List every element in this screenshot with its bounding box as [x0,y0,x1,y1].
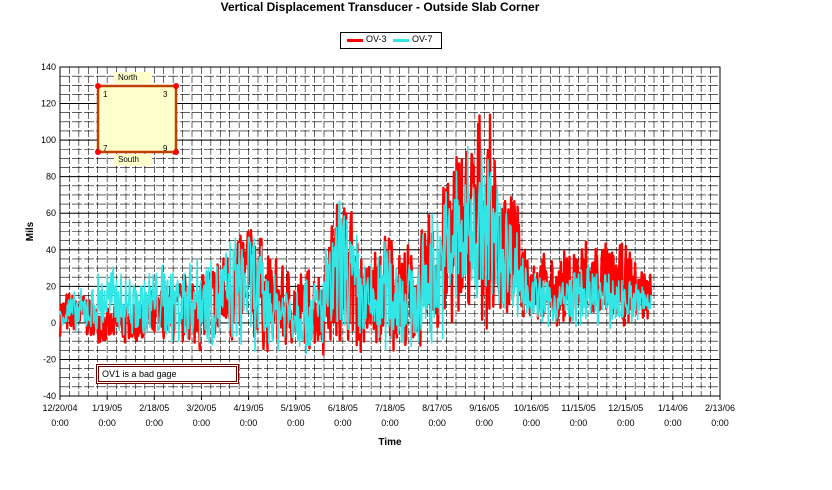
x-tick-label-date: 6/18/05 [328,403,358,413]
x-tick-label-time: 0:00 [98,418,116,428]
x-tick-label-time: 0:00 [428,418,446,428]
x-tick-label-date: 7/18/05 [375,403,405,413]
y-tick-label: 60 [46,208,56,218]
y-tick-label: -20 [43,354,56,364]
x-tick-label-time: 0:00 [381,418,399,428]
x-tick-label-time: 0:00 [334,418,352,428]
legend-swatch-ov7 [393,39,409,42]
x-tick-label-date: 3/20/05 [186,403,216,413]
series-line-ov-7 [59,145,652,355]
corner-label: 7 [103,144,108,153]
x-tick-label-time: 0:00 [711,418,729,428]
y-tick-label: -40 [43,391,56,401]
corner-label: 3 [163,90,168,99]
x-tick-label-time: 0:00 [193,418,211,428]
chart-title: Vertical Displacement Transducer - Outsi… [220,0,540,14]
x-tick-label-time: 0:00 [240,418,258,428]
corner-gage-dot [95,149,101,155]
legend-label-ov3: OV-3 [366,34,387,44]
x-tick-label-date: 1/19/05 [92,403,122,413]
annotation-box: OV1 is a bad gage [96,364,239,384]
north-label-bg [114,72,152,84]
x-tick-label-date: 2/13/06 [705,403,735,413]
y-tick-label: 140 [41,62,56,72]
x-tick-label-date: 4/19/05 [234,403,264,413]
x-tick-label-time: 0:00 [617,418,635,428]
corner-label: 1 [103,90,108,99]
x-tick-label-time: 0:00 [51,418,69,428]
x-tick-label-time: 0:00 [287,418,305,428]
annotation-text: OV1 is a bad gage [102,369,177,379]
y-tick-label: 80 [46,172,56,182]
x-tick-label-date: 11/15/05 [561,403,595,413]
x-axis-title: Time [378,437,402,448]
y-tick-label: 120 [41,99,56,109]
corner-gage-dot [173,83,179,89]
north-label: North [118,73,138,82]
x-tick-label-date: 2/18/05 [139,403,169,413]
corner-gage-dot [173,149,179,155]
south-label-bg [114,154,152,166]
y-tick-label: 0 [51,318,56,328]
legend: OV-3 OV-7 [340,32,442,49]
south-label: South [118,155,139,164]
x-tick-label-time: 0:00 [570,418,588,428]
x-tick-label-date: 1/14/06 [658,403,688,413]
corner-label: 9 [163,144,168,153]
y-tick-label: 20 [46,281,56,291]
x-tick-label-time: 0:00 [476,418,494,428]
x-tick-label-date: 5/19/05 [281,403,311,413]
x-tick-label-date: 12/20/04 [42,403,77,413]
x-tick-label-date: 10/16/05 [514,403,549,413]
x-tick-label-date: 8/17/05 [422,403,452,413]
y-tick-label: 100 [41,135,56,145]
x-tick-label-time: 0:00 [664,418,682,428]
y-tick-label: 40 [46,245,56,255]
corner-gage-dot [95,83,101,89]
legend-label-ov7: OV-7 [412,34,433,44]
x-tick-label-time: 0:00 [523,418,541,428]
x-tick-label-date: 9/16/05 [469,403,499,413]
x-tick-label-time: 0:00 [146,418,164,428]
slab-inset [96,84,178,154]
series-line-ov-3 [58,113,653,356]
y-axis-title: Mils [25,221,36,241]
legend-swatch-ov3 [347,39,363,42]
x-tick-label-date: 12/15/05 [608,403,643,413]
